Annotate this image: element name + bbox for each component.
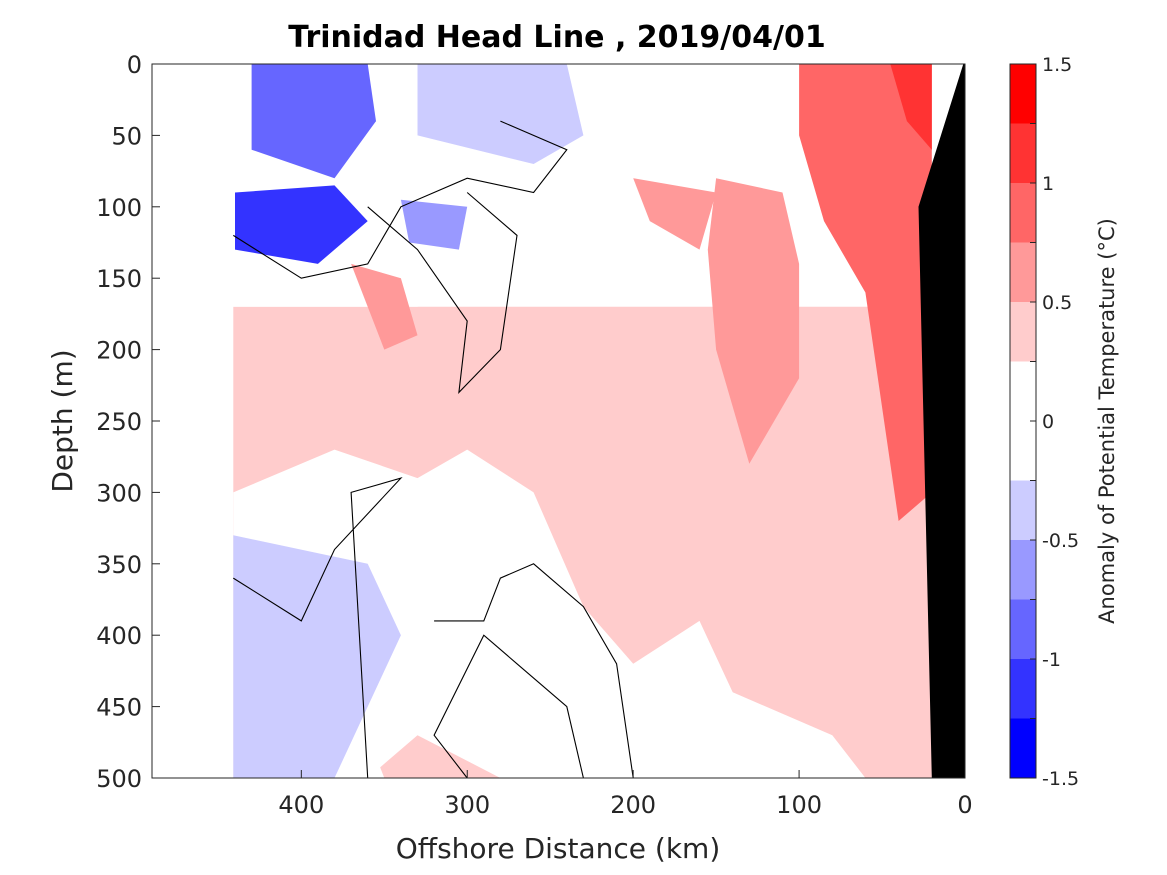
- shelf-bathymetry: [918, 64, 965, 778]
- y-tick-label: 350: [96, 551, 142, 579]
- x-axis-label: Offshore Distance (km): [396, 832, 721, 865]
- x-tick-label: 100: [776, 791, 822, 819]
- y-tick-label: 0: [127, 51, 142, 79]
- x-tick-label: 300: [444, 791, 490, 819]
- cold-core-upper: [251, 64, 376, 179]
- x-tick-label: 0: [957, 791, 972, 819]
- y-axis-ticks: 0 50 100 150 200 250 300 350 400 450 500: [96, 51, 160, 793]
- x-tick-label: 400: [278, 791, 324, 819]
- colorbar-swatch: [1010, 659, 1036, 719]
- cold-weak-100m: [400, 199, 468, 250]
- colorbar-swatch: [1010, 718, 1036, 778]
- y-tick-label: 300: [96, 479, 142, 507]
- colorbar-swatch: [1010, 302, 1036, 362]
- y-tick-label: 250: [96, 408, 142, 436]
- zero-contour-upper: [233, 120, 568, 279]
- colorbar-tick-label: 0: [1042, 411, 1054, 433]
- zero-contour-tongue: [367, 192, 518, 394]
- colorbar-tick-label: 0.5: [1042, 292, 1072, 314]
- colorbar-swatch: [1010, 242, 1036, 302]
- neutral-region-1: [233, 449, 866, 778]
- y-tick-label: 200: [96, 337, 142, 365]
- colorbar-tick-label: -1.5: [1042, 768, 1079, 790]
- x-axis-ticks: 400 300 200 100 0: [278, 770, 973, 819]
- colorbar-swatch: [1010, 599, 1036, 659]
- y-axis-label: Depth (m): [46, 349, 79, 492]
- warm-moderate-150km: [707, 178, 800, 464]
- colorbar-swatch: [1010, 64, 1036, 124]
- warm-moderate-180km: [633, 178, 717, 250]
- warm-nearshore-max: [890, 64, 932, 150]
- warm-moderate-350km: [351, 263, 418, 350]
- plot-area: [151, 63, 966, 779]
- colorbar: 1.5 1 0.5 0 -0.5 -1 -1.5: [1009, 54, 1079, 790]
- colorbar-swatch: [1010, 183, 1036, 243]
- y-tick-label: 400: [96, 622, 142, 650]
- zero-contour-deep-left: [233, 477, 403, 779]
- zero-contour-deep-mid: [433, 634, 584, 779]
- cold-core-100m: [235, 185, 368, 264]
- cold-weak-deep: [233, 535, 401, 778]
- y-tick-label: 450: [96, 694, 142, 722]
- x-tick-label: 200: [610, 791, 656, 819]
- colorbar-tick-label: 1.5: [1042, 54, 1072, 76]
- colorbar-swatch: [1010, 480, 1036, 540]
- colorbar-swatch: [1010, 421, 1036, 481]
- colorbar-tick-label: 1: [1042, 173, 1054, 195]
- colorbar-tick-label: -1: [1042, 649, 1061, 671]
- colorbar-swatch: [1010, 123, 1036, 183]
- colorbar-label: Anomaly of Potential Temperature (°C): [1095, 218, 1119, 624]
- y-tick-label: 500: [96, 765, 142, 793]
- y-tick-label: 50: [111, 122, 142, 150]
- colorbar-swatch: [1010, 540, 1036, 600]
- warm-core-nearshore: [799, 64, 932, 521]
- y-tick-label: 100: [96, 194, 142, 222]
- colorbar-tick-label: -0.5: [1042, 530, 1079, 552]
- zero-contour-deep-right: [434, 563, 634, 779]
- colorbar-swatch: [1010, 361, 1036, 421]
- chart-title: Trinidad Head Line , 2019/04/01: [288, 20, 825, 55]
- y-tick-label: 150: [96, 265, 142, 293]
